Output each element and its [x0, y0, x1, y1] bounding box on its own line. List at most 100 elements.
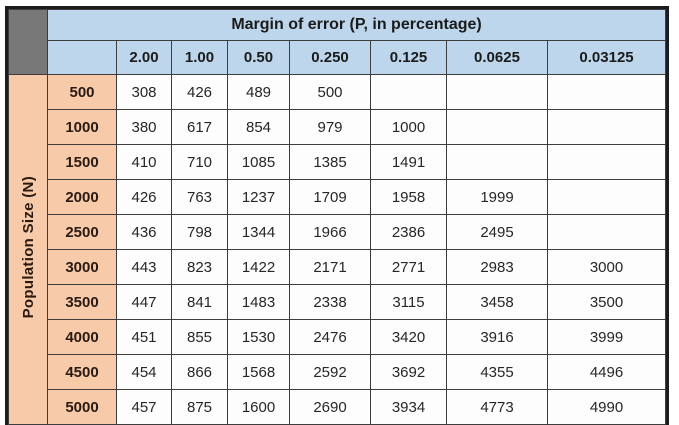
data-cell-4500-1.00: 866 — [171, 354, 228, 390]
table-row-4000: 4000 451 855 1530 2476 3420 3916 3999 — [9, 319, 667, 355]
data-cell-3000-0.250: 2171 — [289, 249, 371, 285]
data-cell-3500-0.03125: 3500 — [546, 284, 667, 320]
data-cell-3500-0.250: 2338 — [289, 284, 371, 320]
table-row-4500: 4500 454 866 1568 2592 3692 4355 4496 — [9, 354, 667, 390]
column-header-0.125: 0.125 — [370, 40, 447, 75]
row-header-3000: 3000 — [47, 249, 117, 285]
margin-of-error-header: Margin of error (P, in percentage) — [46, 9, 667, 41]
data-cell-5000-0.03125: 4990 — [546, 389, 667, 425]
data-cell-4000-0.0625: 3916 — [446, 319, 548, 355]
column-header-0.50: 0.50 — [227, 40, 290, 75]
data-cell-2500-0.0625: 2495 — [446, 214, 548, 250]
column-header-row: 2.00 1.00 0.50 0.250 0.125 0.0625 0.03125 — [9, 40, 667, 75]
data-cell-4000-0.250: 2476 — [289, 319, 371, 355]
data-cell-3000-0.50: 1422 — [227, 249, 290, 285]
data-cell-4000-0.125: 3420 — [370, 319, 447, 355]
data-cell-3000-0.0625: 2983 — [446, 249, 548, 285]
data-cell-3500-0.125: 3115 — [370, 284, 447, 320]
data-cell-500-0.125 — [370, 74, 447, 110]
data-cell-500-0.50: 489 — [227, 74, 290, 110]
table-row-3000: 3000 443 823 1422 2171 2771 2983 3000 — [9, 249, 667, 285]
sample-size-table: Margin of error (P, in percentage) 2.00 1… — [8, 9, 667, 425]
data-cell-5000-1.00: 875 — [171, 389, 228, 425]
row-header-2500: 2500 — [47, 214, 117, 250]
table-row-5000: 5000 457 875 1600 2690 3934 4773 4990 — [9, 389, 667, 425]
data-cell-1000-0.250: 979 — [289, 109, 371, 145]
data-cell-3000-0.125: 2771 — [370, 249, 447, 285]
table-row-1500: 1500 410 710 1085 1385 1491 — [9, 144, 667, 180]
data-cell-3000-2.00: 443 — [116, 249, 172, 285]
column-group-header-row: Margin of error (P, in percentage) — [8, 9, 667, 75]
row-header-500: 500 — [47, 74, 117, 110]
table-row-500: Population Size (N) 500 308 426 489 500 — [8, 74, 667, 425]
data-cell-5000-0.250: 2690 — [289, 389, 371, 425]
data-cell-1500-1.00: 710 — [171, 144, 228, 180]
column-header-0.250: 0.250 — [289, 40, 371, 75]
data-cell-4500-0.125: 3692 — [370, 354, 447, 390]
data-cell-4500-0.0625: 4355 — [446, 354, 548, 390]
data-cell-2500-0.125: 2386 — [370, 214, 447, 250]
data-cell-1500-0.250: 1385 — [289, 144, 371, 180]
data-cell-1000-0.125: 1000 — [370, 109, 447, 145]
data-cell-2000-0.0625: 1999 — [446, 179, 548, 215]
data-cell-2000-0.50: 1237 — [227, 179, 290, 215]
row-header-3500: 3500 — [47, 284, 117, 320]
column-header-2.00: 2.00 — [116, 40, 172, 75]
row-header-1000: 1000 — [47, 109, 117, 145]
data-cell-1500-0.0625 — [446, 144, 548, 180]
data-cell-2500-0.50: 1344 — [227, 214, 290, 250]
sample-size-table-wrapper: Margin of error (P, in percentage) 2.00 1… — [5, 6, 670, 425]
data-cell-3500-1.00: 841 — [171, 284, 228, 320]
data-cell-1000-0.03125 — [546, 109, 667, 145]
data-cell-4500-0.03125: 4496 — [546, 354, 667, 390]
data-cell-3000-1.00: 823 — [171, 249, 228, 285]
data-cell-4500-2.00: 454 — [116, 354, 172, 390]
data-cell-1500-0.03125 — [546, 144, 667, 180]
data-cell-3500-2.00: 447 — [116, 284, 172, 320]
data-cell-1500-0.50: 1085 — [227, 144, 290, 180]
data-cell-500-2.00: 308 — [116, 74, 172, 110]
data-cell-1000-2.00: 380 — [116, 109, 172, 145]
population-size-header: Population Size (N) — [8, 74, 48, 425]
data-cell-3500-0.50: 1483 — [227, 284, 290, 320]
row-header-5000: 5000 — [47, 389, 117, 425]
data-cell-4000-0.03125: 3999 — [546, 319, 667, 355]
data-cell-2500-2.00: 436 — [116, 214, 172, 250]
table-row-3500: 3500 447 841 1483 2338 3115 3458 3500 — [9, 284, 667, 320]
data-cell-500-0.250: 500 — [289, 74, 371, 110]
table-row-2000: 2000 426 763 1237 1709 1958 1999 — [9, 179, 667, 215]
data-cell-2000-0.250: 1709 — [289, 179, 371, 215]
population-size-header-label: Population Size (N) — [19, 175, 37, 319]
data-cell-1500-2.00: 410 — [116, 144, 172, 180]
data-cell-4500-0.250: 2592 — [289, 354, 371, 390]
data-cell-5000-0.125: 3934 — [370, 389, 447, 425]
row-header-4500: 4500 — [47, 354, 117, 390]
data-cell-2000-1.00: 763 — [171, 179, 228, 215]
column-header-1.00: 1.00 — [171, 40, 228, 75]
row-header-2000: 2000 — [47, 179, 117, 215]
data-cell-2500-0.03125 — [546, 214, 667, 250]
data-cell-4500-0.50: 1568 — [227, 354, 290, 390]
data-cell-1000-0.0625 — [446, 109, 548, 145]
data-cell-1000-0.50: 854 — [227, 109, 290, 145]
blank-header-cell — [47, 40, 117, 75]
row-header-4000: 4000 — [47, 319, 117, 355]
column-header-0.03125: 0.03125 — [546, 40, 667, 75]
table-header: Margin of error (P, in percentage) 2.00 1… — [8, 9, 667, 75]
data-cell-5000-0.0625: 4773 — [446, 389, 548, 425]
data-cell-500-1.00: 426 — [171, 74, 228, 110]
data-cell-4000-2.00: 451 — [116, 319, 172, 355]
data-cell-5000-0.50: 1600 — [227, 389, 290, 425]
table-row-1000: 1000 380 617 854 979 1000 — [9, 109, 667, 145]
data-cell-500-0.03125 — [546, 74, 667, 110]
data-cell-5000-2.00: 457 — [116, 389, 172, 425]
data-cell-2500-1.00: 798 — [171, 214, 228, 250]
data-cell-2000-0.03125 — [546, 179, 667, 215]
table-body: Population Size (N) 500 308 426 489 500 1000 38… — [8, 74, 667, 425]
data-cell-3000-0.03125: 3000 — [546, 249, 667, 285]
data-cell-1000-1.00: 617 — [171, 109, 228, 145]
data-cell-500-0.0625 — [446, 74, 548, 110]
column-header-0.0625: 0.0625 — [446, 40, 548, 75]
data-cell-3500-0.0625: 3458 — [446, 284, 548, 320]
